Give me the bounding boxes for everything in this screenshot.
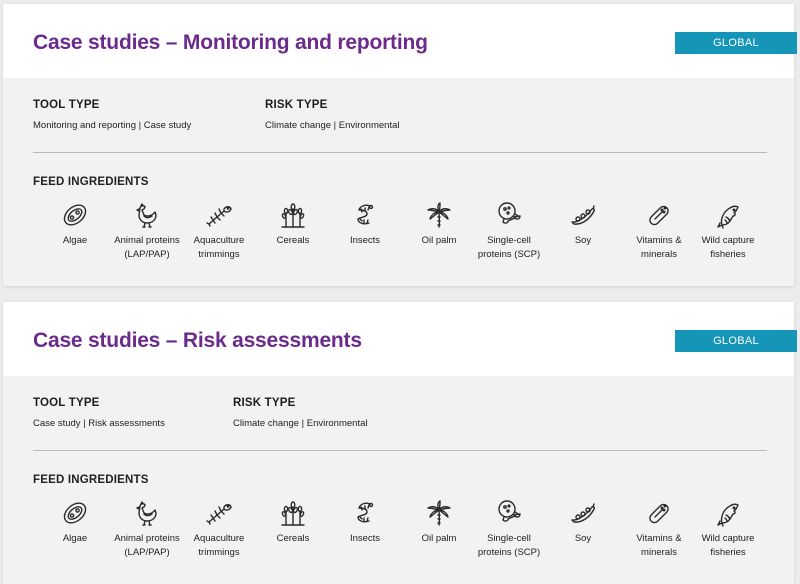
ingredient-item[interactable]: Oil palm bbox=[394, 498, 484, 546]
ingredient-label: Insects bbox=[349, 235, 381, 246]
card-title[interactable]: Case studies – Monitoring and reporting bbox=[33, 31, 428, 54]
tool-type-value: Case study | Risk assessments bbox=[33, 418, 165, 429]
ingredient-label: Single-cell proteins (SCP) bbox=[477, 235, 541, 260]
ingredient-label: Aquaculture trimmings bbox=[193, 533, 245, 558]
fish-bone-icon bbox=[174, 200, 264, 230]
region-badge: GLOBAL bbox=[675, 330, 797, 352]
card-header: Case studies – Risk assessments GLOBAL bbox=[3, 302, 797, 376]
ingredient-label: Soy bbox=[574, 235, 592, 246]
cell-icon bbox=[464, 200, 554, 230]
divider bbox=[33, 152, 767, 153]
ingredient-item[interactable]: Single-cell proteins (SCP) bbox=[464, 498, 554, 560]
soybean-pod-icon bbox=[538, 200, 628, 230]
card-title[interactable]: Case studies – Risk assessments bbox=[33, 329, 362, 352]
card-header: Case studies – Monitoring and reporting … bbox=[3, 4, 797, 78]
ingredient-item[interactable]: Vitamins & minerals bbox=[614, 498, 704, 560]
palm-tree-icon bbox=[394, 498, 484, 528]
palm-tree-icon bbox=[394, 200, 484, 230]
ingredient-item[interactable]: Soy bbox=[538, 498, 628, 546]
tool-type-value: Monitoring and reporting | Case study bbox=[33, 120, 192, 131]
risk-type-value: Climate change | Environmental bbox=[265, 120, 400, 131]
ingredient-label: Insects bbox=[349, 533, 381, 544]
cell-icon bbox=[464, 498, 554, 528]
chicken-icon bbox=[102, 498, 192, 528]
ingredient-label: Single-cell proteins (SCP) bbox=[477, 533, 541, 558]
ingredient-label: Vitamins & minerals bbox=[636, 533, 682, 558]
capsule-icon bbox=[614, 200, 704, 230]
ingredient-item[interactable]: Cereals bbox=[248, 200, 338, 248]
tool-card: Case studies – Risk assessments GLOBAL T… bbox=[3, 302, 797, 584]
tool-card: Case studies – Monitoring and reporting … bbox=[3, 4, 797, 286]
tool-type-heading: TOOL TYPE bbox=[33, 99, 100, 111]
ingredient-item[interactable]: Algae bbox=[30, 200, 120, 248]
fish-icon bbox=[683, 200, 773, 230]
risk-type-heading: RISK TYPE bbox=[233, 397, 296, 409]
ingredient-item[interactable]: Vitamins & minerals bbox=[614, 200, 704, 262]
ingredient-item[interactable]: Animal proteins (LAP/PAP) bbox=[102, 498, 192, 560]
ingredient-item[interactable]: Insects bbox=[320, 200, 410, 248]
risk-type-heading: RISK TYPE bbox=[265, 99, 328, 111]
region-badge: GLOBAL bbox=[675, 32, 797, 54]
ingredient-list: Algae Animal proteins (LAP/PAP) Aquacultur… bbox=[3, 498, 794, 578]
ingredient-label: Vitamins & minerals bbox=[636, 235, 682, 260]
ingredient-label: Animal proteins (LAP/PAP) bbox=[114, 533, 180, 558]
ingredient-label: Oil palm bbox=[421, 235, 457, 246]
fish-icon bbox=[683, 498, 773, 528]
ingredient-item[interactable]: Oil palm bbox=[394, 200, 484, 248]
ingredient-label: Algae bbox=[62, 533, 88, 544]
tool-type-section: TOOL TYPE Monitoring and reporting | Cas… bbox=[33, 99, 191, 131]
risk-type-section: RISK TYPE Climate change | Environmental bbox=[265, 99, 399, 131]
ingredient-label: Oil palm bbox=[421, 533, 457, 544]
ingredient-label: Wild capture fisheries bbox=[701, 533, 755, 558]
ingredient-label: Cereals bbox=[276, 235, 310, 246]
larva-icon bbox=[320, 498, 410, 528]
ingredient-item[interactable]: Algae bbox=[30, 498, 120, 546]
ingredient-item[interactable]: Cereals bbox=[248, 498, 338, 546]
ingredient-item[interactable]: Wild capture fisheries bbox=[683, 498, 773, 560]
ingredient-label: Aquaculture trimmings bbox=[193, 235, 245, 260]
tool-type-heading: TOOL TYPE bbox=[33, 397, 100, 409]
ingredient-item[interactable]: Soy bbox=[538, 200, 628, 248]
ingredient-list: Algae Animal proteins (LAP/PAP) Aquacultur… bbox=[3, 200, 794, 280]
wheat-icon bbox=[248, 498, 338, 528]
fish-bone-icon bbox=[174, 498, 264, 528]
soybean-pod-icon bbox=[538, 498, 628, 528]
ingredient-label: Wild capture fisheries bbox=[701, 235, 755, 260]
risk-type-section: RISK TYPE Climate change | Environmental bbox=[233, 397, 367, 429]
tool-type-section: TOOL TYPE Case study | Risk assessments bbox=[33, 397, 165, 429]
ingredient-label: Animal proteins (LAP/PAP) bbox=[114, 235, 180, 260]
feed-ingredients-heading: FEED INGREDIENTS bbox=[33, 474, 149, 486]
ingredient-item[interactable]: Insects bbox=[320, 498, 410, 546]
ingredient-item[interactable]: Aquaculture trimmings bbox=[174, 200, 264, 262]
feed-ingredients-heading: FEED INGREDIENTS bbox=[33, 176, 149, 188]
ingredient-item[interactable]: Single-cell proteins (SCP) bbox=[464, 200, 554, 262]
divider bbox=[33, 450, 767, 451]
ingredient-label: Soy bbox=[574, 533, 592, 544]
capsule-icon bbox=[614, 498, 704, 528]
ingredient-item[interactable]: Animal proteins (LAP/PAP) bbox=[102, 200, 192, 262]
ingredient-item[interactable]: Aquaculture trimmings bbox=[174, 498, 264, 560]
algae-icon bbox=[30, 200, 120, 230]
risk-type-value: Climate change | Environmental bbox=[233, 418, 368, 429]
wheat-icon bbox=[248, 200, 338, 230]
algae-icon bbox=[30, 498, 120, 528]
ingredient-label: Cereals bbox=[276, 533, 310, 544]
larva-icon bbox=[320, 200, 410, 230]
ingredient-label: Algae bbox=[62, 235, 88, 246]
chicken-icon bbox=[102, 200, 192, 230]
ingredient-item[interactable]: Wild capture fisheries bbox=[683, 200, 773, 262]
